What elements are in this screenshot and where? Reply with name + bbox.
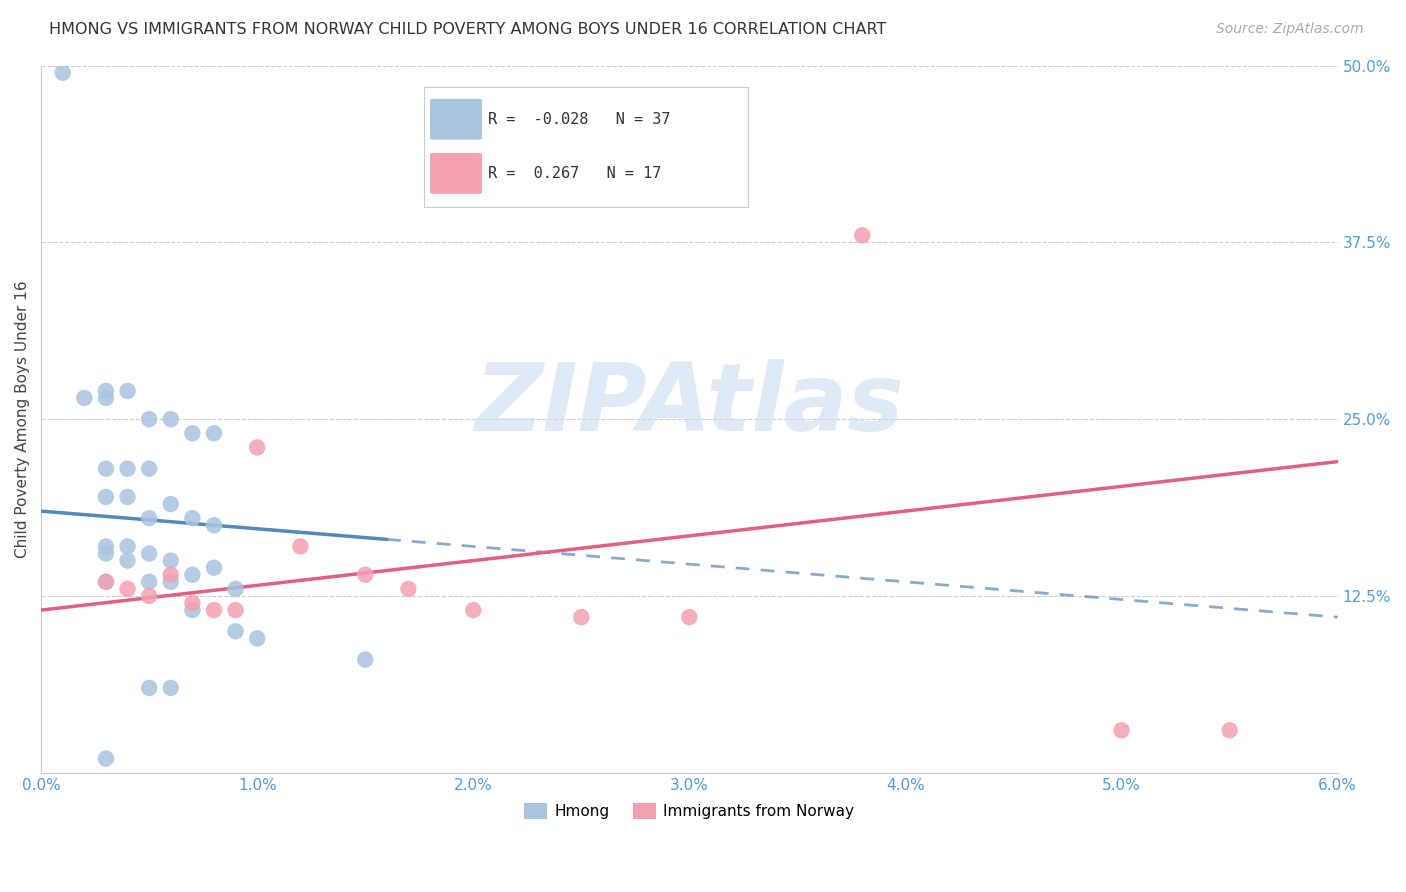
Point — [94, 574, 117, 589]
Point — [94, 540, 117, 554]
Text: HMONG VS IMMIGRANTS FROM NORWAY CHILD POVERTY AMONG BOYS UNDER 16 CORRELATION CH: HMONG VS IMMIGRANTS FROM NORWAY CHILD PO… — [49, 22, 887, 37]
Point — [159, 567, 181, 582]
Point — [225, 582, 247, 596]
Point — [1111, 723, 1133, 738]
Point — [159, 553, 181, 567]
Point — [159, 497, 181, 511]
Point — [159, 681, 181, 695]
Point — [73, 391, 96, 405]
Point — [290, 540, 312, 554]
Point — [225, 603, 247, 617]
Point — [851, 228, 873, 243]
Point — [117, 384, 139, 398]
Point — [94, 547, 117, 561]
Point — [138, 681, 160, 695]
Point — [246, 441, 269, 455]
Point — [246, 632, 269, 646]
Point — [138, 589, 160, 603]
Point — [202, 426, 225, 441]
Point — [117, 553, 139, 567]
Point — [138, 511, 160, 525]
Legend: Hmong, Immigrants from Norway: Hmong, Immigrants from Norway — [519, 797, 860, 825]
Point — [354, 652, 377, 666]
Point — [94, 384, 117, 398]
Point — [138, 547, 160, 561]
Point — [398, 582, 420, 596]
Point — [94, 391, 117, 405]
Point — [138, 574, 160, 589]
Point — [159, 412, 181, 426]
Point — [463, 603, 485, 617]
Point — [225, 624, 247, 639]
Point — [117, 490, 139, 504]
Point — [202, 560, 225, 574]
Point — [181, 426, 204, 441]
Point — [138, 412, 160, 426]
Point — [202, 603, 225, 617]
Point — [181, 603, 204, 617]
Point — [94, 461, 117, 475]
Text: Source: ZipAtlas.com: Source: ZipAtlas.com — [1216, 22, 1364, 37]
Point — [159, 574, 181, 589]
Point — [94, 751, 117, 765]
Point — [202, 518, 225, 533]
Point — [181, 567, 204, 582]
Point — [1219, 723, 1241, 738]
Point — [52, 65, 75, 79]
Point — [117, 540, 139, 554]
Point — [181, 596, 204, 610]
Point — [94, 490, 117, 504]
Point — [94, 574, 117, 589]
Point — [117, 582, 139, 596]
Point — [181, 511, 204, 525]
Point — [678, 610, 700, 624]
Point — [117, 461, 139, 475]
Point — [354, 567, 377, 582]
Y-axis label: Child Poverty Among Boys Under 16: Child Poverty Among Boys Under 16 — [15, 280, 30, 558]
Point — [569, 610, 592, 624]
Point — [138, 461, 160, 475]
Text: ZIPAtlas: ZIPAtlas — [474, 359, 904, 451]
